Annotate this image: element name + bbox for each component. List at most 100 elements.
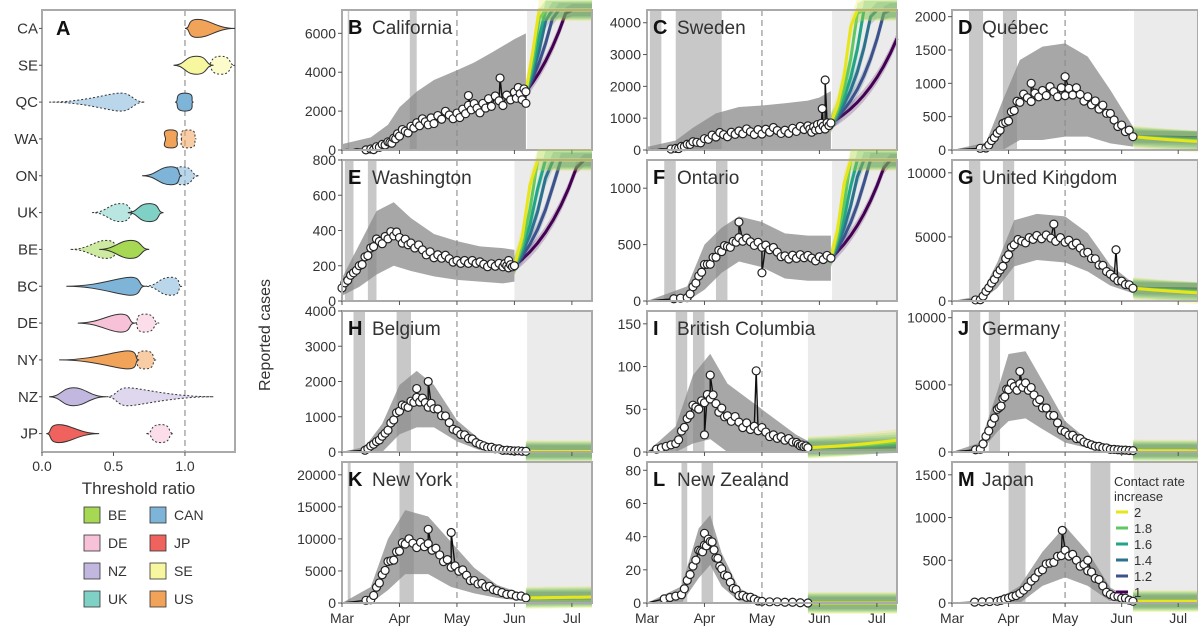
projection-line bbox=[1132, 286, 1198, 295]
observed-point bbox=[437, 114, 447, 124]
panel-frame bbox=[646, 310, 898, 453]
observed-point bbox=[446, 527, 456, 538]
panel-a-label: A bbox=[56, 18, 70, 40]
y-tick-label: 50 bbox=[625, 401, 641, 417]
projection-shade bbox=[1134, 160, 1198, 301]
panel-title: Germany bbox=[982, 319, 1061, 340]
projection-shade bbox=[807, 462, 897, 603]
uncertainty-band bbox=[647, 515, 808, 603]
observed-point bbox=[369, 590, 379, 601]
panel-frame bbox=[646, 461, 898, 604]
projection-band bbox=[525, 3, 592, 99]
panel-label: E bbox=[348, 167, 361, 189]
y-tick-label: 1500 bbox=[915, 467, 946, 483]
lockdown-bar bbox=[347, 462, 351, 603]
x-tick-label: Jun bbox=[503, 610, 526, 626]
x-tick-label: Apr bbox=[694, 610, 716, 626]
observed-point bbox=[1049, 410, 1059, 421]
panel-b: B California 0 2000 4000 6000 bbox=[305, 0, 593, 158]
observed-point bbox=[696, 267, 707, 277]
panel-frame bbox=[951, 310, 1198, 453]
category-label: ON bbox=[16, 168, 39, 185]
panel-i: I British Columbia 0 50 100 150 bbox=[618, 310, 898, 460]
x-tick-label: 0.0 bbox=[32, 458, 52, 474]
observed-point bbox=[1128, 132, 1138, 142]
x-tick-label: Mar bbox=[330, 610, 354, 626]
legend-label: 2 bbox=[1134, 505, 1141, 520]
panel-frame bbox=[951, 9, 1198, 151]
y-tick-label: 400 bbox=[313, 223, 337, 239]
y-tick-label: 40 bbox=[625, 529, 641, 545]
projection-line bbox=[807, 438, 898, 450]
observed-point bbox=[1052, 92, 1063, 102]
projection-shade bbox=[1134, 10, 1198, 150]
observed-point bbox=[1041, 90, 1051, 101]
panel-label: D bbox=[958, 17, 972, 39]
x-axis-label: Threshold ratio bbox=[82, 479, 195, 498]
panel-title: New York bbox=[372, 470, 453, 491]
observed-point bbox=[998, 261, 1008, 271]
observed-point bbox=[713, 553, 723, 563]
category-label: DE bbox=[17, 315, 38, 332]
observed-point bbox=[685, 569, 695, 580]
projection-line bbox=[525, 595, 593, 600]
violin-dotted bbox=[144, 276, 183, 296]
panel-label: K bbox=[348, 469, 363, 491]
region-swatch bbox=[83, 506, 101, 524]
y-tick-label: 0 bbox=[328, 293, 336, 309]
projection-band bbox=[830, 151, 897, 268]
y-tick-label: 20000 bbox=[297, 467, 336, 483]
category-label: SE bbox=[18, 57, 38, 74]
y-tick-label: 6000 bbox=[305, 25, 336, 41]
region-label: NZ bbox=[108, 563, 127, 579]
legend-label: 1.2 bbox=[1134, 569, 1152, 584]
observed-point bbox=[826, 253, 836, 263]
y-tick-label: 100 bbox=[618, 359, 642, 375]
violin-dotted bbox=[206, 55, 236, 75]
observed-point bbox=[1090, 96, 1100, 106]
observed-point bbox=[521, 87, 531, 97]
violin-solid bbox=[77, 313, 135, 333]
panel-d: D Québec 0 500 1000 1500 2000 bbox=[915, 9, 1198, 158]
x-tick-label: Mar bbox=[635, 610, 659, 626]
projection-line bbox=[830, 37, 899, 125]
observed-point bbox=[423, 376, 433, 387]
lockdown-bar bbox=[347, 10, 350, 150]
projection-band bbox=[525, 4, 592, 98]
lockdown-bar bbox=[1008, 462, 1026, 603]
observed-point bbox=[699, 430, 710, 440]
observed-point bbox=[1026, 96, 1036, 107]
y-tick-label: 80 bbox=[625, 462, 641, 478]
observed-point bbox=[977, 597, 987, 607]
projection-band bbox=[514, 151, 592, 275]
panel-title: Ontario bbox=[677, 168, 739, 189]
y-tick-label: 60 bbox=[625, 495, 641, 511]
lockdown-bar bbox=[681, 462, 688, 603]
y-tick-label: 3000 bbox=[305, 338, 336, 354]
observed-point bbox=[1071, 83, 1082, 93]
y-tick-label: 1000 bbox=[610, 180, 641, 196]
y-tick-label: 2000 bbox=[305, 103, 336, 119]
category-label: NZ bbox=[18, 389, 38, 406]
observed-point bbox=[707, 537, 717, 547]
y-tick-label: 0 bbox=[328, 595, 336, 611]
region-swatch bbox=[149, 534, 167, 552]
y-tick-label: 1000 bbox=[610, 110, 641, 126]
observed-point bbox=[709, 545, 719, 555]
y-tick-label: 500 bbox=[618, 237, 642, 253]
projection-line bbox=[513, 158, 592, 267]
lockdown-bar bbox=[968, 10, 984, 150]
panel-h: H Belgium 0 1000 2000 3000 4000 bbox=[305, 303, 593, 463]
legend-label: 1.6 bbox=[1134, 537, 1152, 552]
observed-point bbox=[1009, 105, 1019, 116]
category-label: BC bbox=[17, 278, 38, 295]
panel-a-violin: A CA SE QC WA ON UK BE BC DE NY NZ JP 0.0 0.5 1.0 Thresh… bbox=[14, 9, 236, 498]
observed-point bbox=[679, 422, 689, 432]
violin-dotted bbox=[49, 92, 145, 112]
observed-point bbox=[984, 426, 994, 436]
panel-label: F bbox=[653, 167, 665, 189]
x-tick-label: 0.5 bbox=[104, 458, 124, 474]
projection-band bbox=[830, 153, 897, 266]
observed-point bbox=[442, 555, 452, 565]
